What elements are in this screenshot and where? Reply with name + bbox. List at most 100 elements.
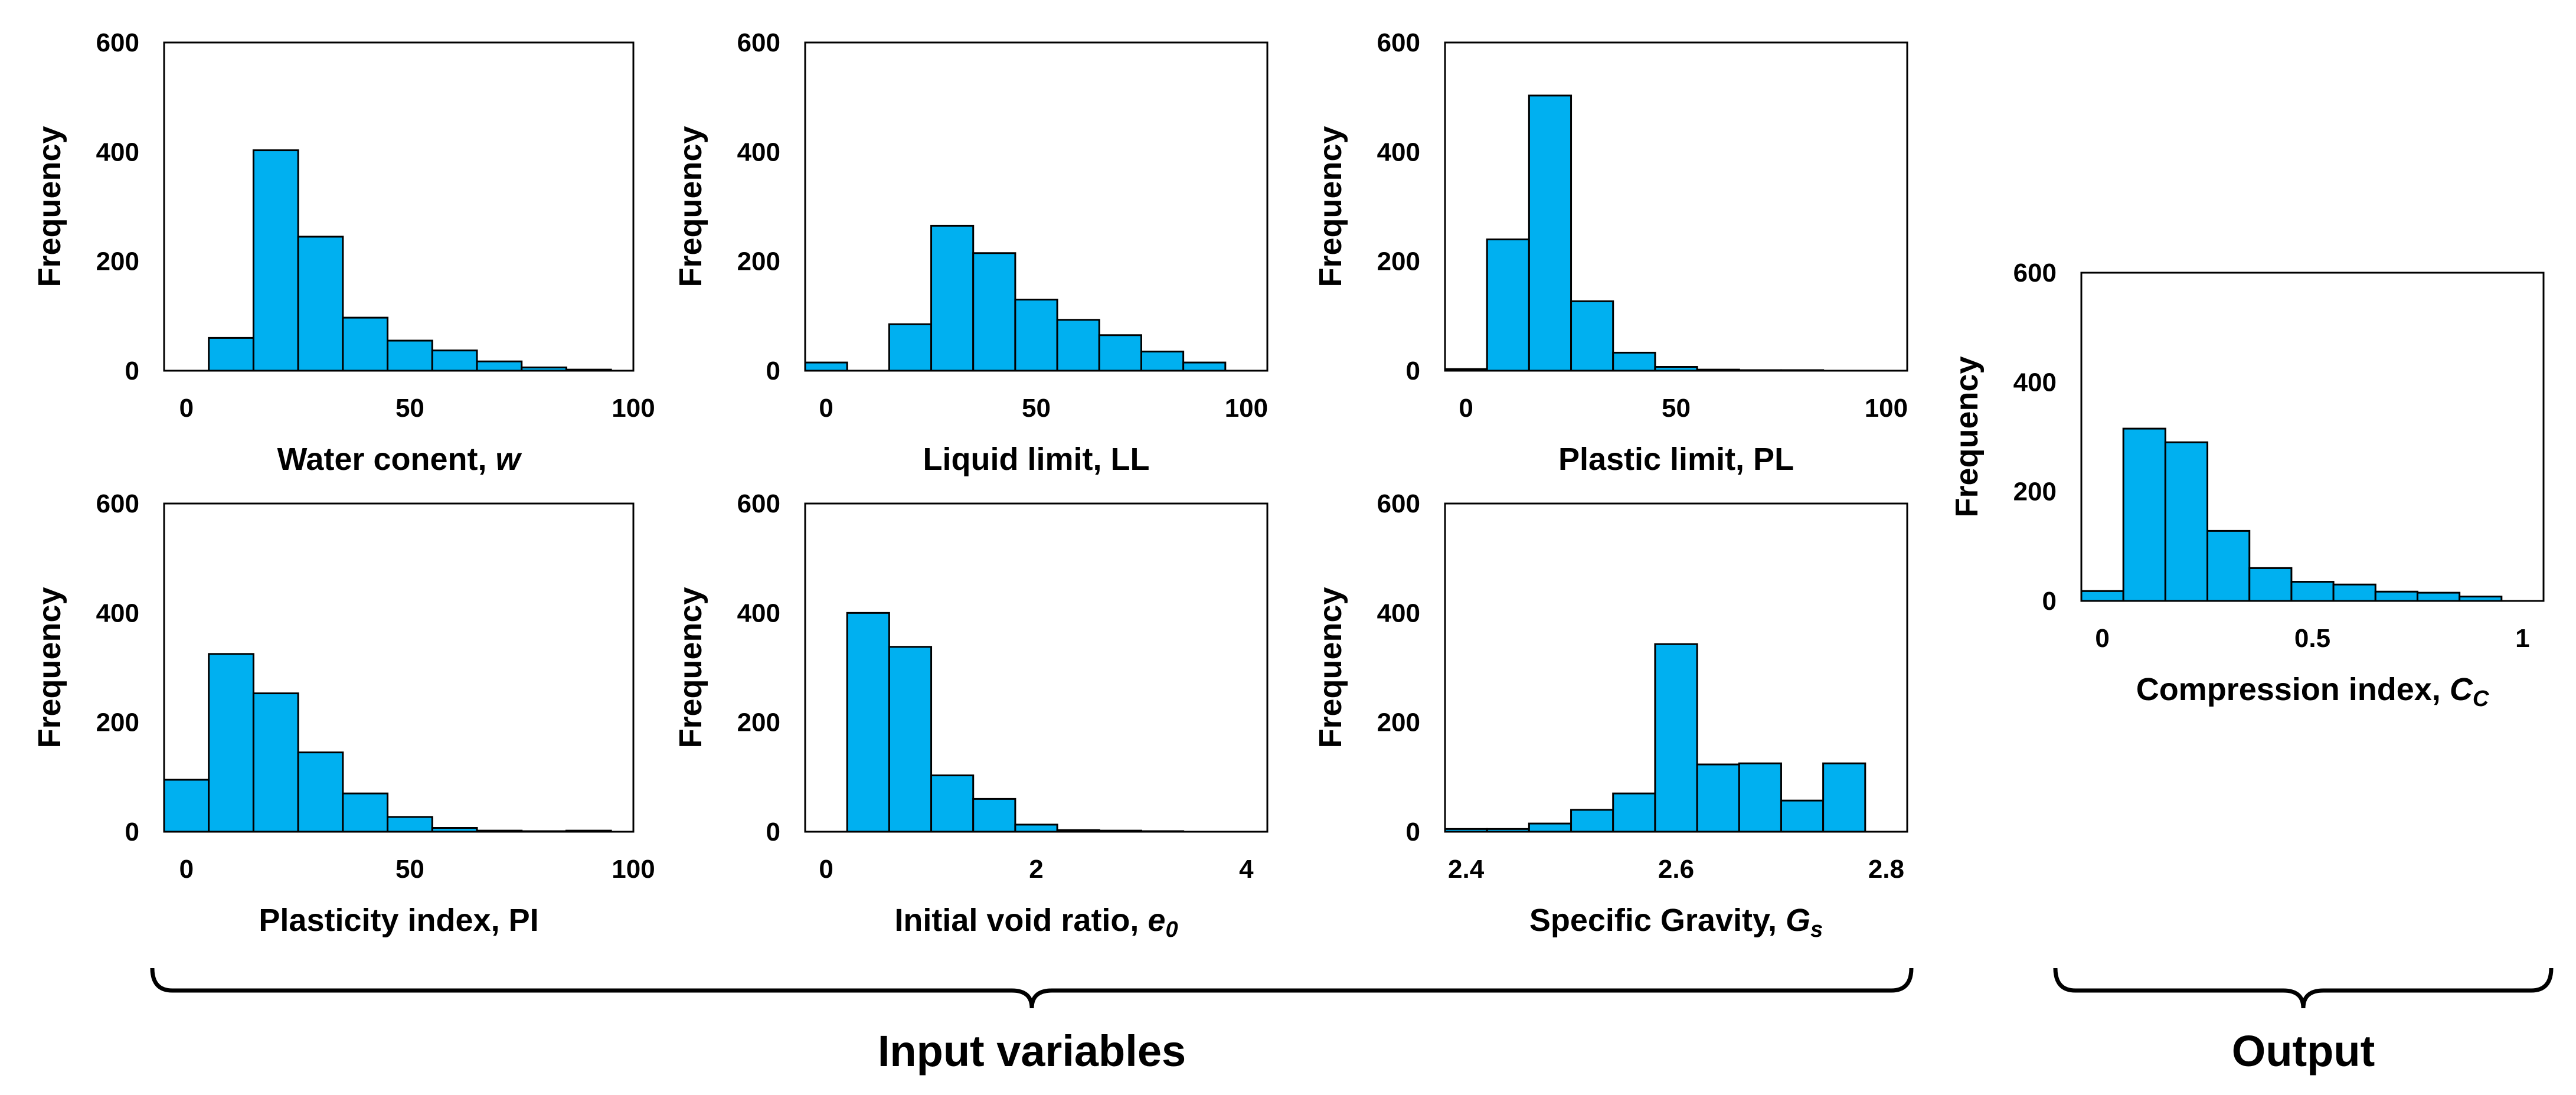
histogram-bar [1738,762,1782,833]
y-tick-label: 200 [2013,478,2057,506]
histogram-compression-index: 0 200 400 600 0 0.5 1 Frequency Compression inde… [1949,259,2545,711]
x-tick-label: 1 [2515,624,2529,653]
histogram-bar [888,323,933,372]
histogram-bar [2290,581,2335,602]
histogram-bar [2122,427,2166,602]
y-tick-label: 400 [1377,138,1420,166]
histogram-bar [1056,829,1100,833]
y-tick-label: 0 [125,818,139,846]
histogram-water-content: 0 200 400 600 0 50 100 Frequency Water conent, w [32,28,655,477]
histogram-bar [1570,300,1614,372]
histogram-bar [1612,351,1656,372]
y-tick-label: 200 [737,708,780,737]
y-tick-label: 400 [737,138,780,166]
x-tick-label: 0.5 [2294,624,2330,653]
plot-area [163,41,635,372]
y-tick-label: 200 [96,708,139,737]
histogram-bar [2248,567,2293,602]
y-tick-label: 600 [96,489,139,518]
x-tick-label: 0 [179,394,194,423]
x-tick-label: 100 [1865,394,1908,423]
y-tick-label: 400 [96,599,139,627]
x-tick-label: 0 [179,855,194,884]
histogram-bar [1444,828,1488,833]
histogram-bar [1444,368,1488,372]
histogram-bar [1696,368,1740,372]
x-axis-label: Initial void ratio, e0 [894,903,1178,942]
y-axis-label: Frequency [32,126,67,287]
histogram-bar [2332,583,2376,602]
histogram-bar [972,252,1016,372]
input-variables-label: Input variables [878,1027,1186,1076]
y-tick-label: 600 [1377,28,1420,57]
histogram-bar [1486,238,1530,372]
x-tick-label: 50 [395,855,424,884]
histogram-bar [565,829,612,833]
output-label: Output [2232,1027,2375,1076]
x-tick-label: 2 [1029,855,1043,884]
histogram-bar [1612,792,1656,833]
histogram-bar [476,829,523,833]
histogram-bar [1654,366,1698,372]
histogram-bar [521,366,567,372]
x-tick-label: 2.4 [1448,855,1485,884]
histogram-bar [431,827,478,833]
y-axis-label: Frequency [1313,126,1348,287]
y-axis-label: Frequency [1949,356,1985,517]
histogram-bar [1014,823,1058,833]
histogram-plastic-limit: 0 200 400 600 0 50 100 Frequency Plastic limit, … [1313,28,1908,477]
histogram-bar [1822,762,1866,833]
histogram-bar [476,360,523,372]
histogram-bar [2080,590,2124,602]
histogram-bar [2416,591,2461,602]
histogram-bar [846,612,890,833]
input-variables-brace [150,967,1914,1009]
histogram-bar [1098,829,1142,833]
y-tick-label: 400 [96,138,139,166]
y-axis-label: Frequency [32,587,67,748]
histogram-initial-void-ratio: 0 200 400 600 0 2 4 Frequency Initial void ratio… [673,489,1269,942]
histogram-bar [431,349,478,372]
histogram-plasticity-index: 0 200 400 600 0 50 100 Frequency Plasticity inde… [32,489,655,938]
histogram-bar [387,816,433,833]
x-axis-label: Plasticity index, PI [259,903,538,938]
x-axis-label: Compression index, CC [2136,672,2489,711]
x-tick-label: 0 [819,855,833,884]
y-tick-label: 0 [766,357,780,385]
y-tick-label: 200 [1377,247,1420,276]
x-tick-label: 100 [1225,394,1268,423]
y-tick-label: 600 [1377,489,1420,518]
histogram-bar [1182,361,1227,372]
y-tick-label: 0 [2042,587,2057,616]
y-tick-label: 400 [2013,368,2057,397]
x-tick-label: 4 [1239,855,1254,884]
histogram-bar [1696,763,1740,833]
histogram-bar [342,792,389,833]
y-tick-label: 200 [96,247,139,276]
histogram-bar [2374,590,2418,602]
y-axis-label: Frequency [673,126,708,287]
histogram-bar [1140,351,1185,372]
histogram-bar [930,224,975,372]
y-tick-label: 600 [96,28,139,57]
histogram-bar [1140,830,1185,833]
histogram-bar [1056,319,1100,372]
histogram-bar [2206,529,2251,602]
histogram-bar [521,830,567,833]
histogram-bar [972,797,1016,833]
histogram-liquid-limit: 0 200 400 600 0 50 100 Frequency Liquid limit, L… [673,28,1269,477]
y-tick-label: 400 [1377,599,1420,627]
histogram-bar [1528,94,1573,372]
y-tick-label: 0 [1406,357,1420,385]
histogram-bar [387,339,433,372]
histogram-specific-gravity: 0 200 400 600 2.4 2.6 2.8 Frequency Specific Gra… [1313,489,1908,942]
y-tick-label: 0 [125,357,139,385]
output-brace [2053,967,2554,1009]
histogram-bar [1014,299,1058,372]
histogram-bar [208,653,254,833]
histogram-bar [804,361,848,372]
y-tick-label: 400 [737,599,780,627]
x-axis-label: Water conent, w [277,442,522,477]
histogram-bar [2164,441,2209,602]
